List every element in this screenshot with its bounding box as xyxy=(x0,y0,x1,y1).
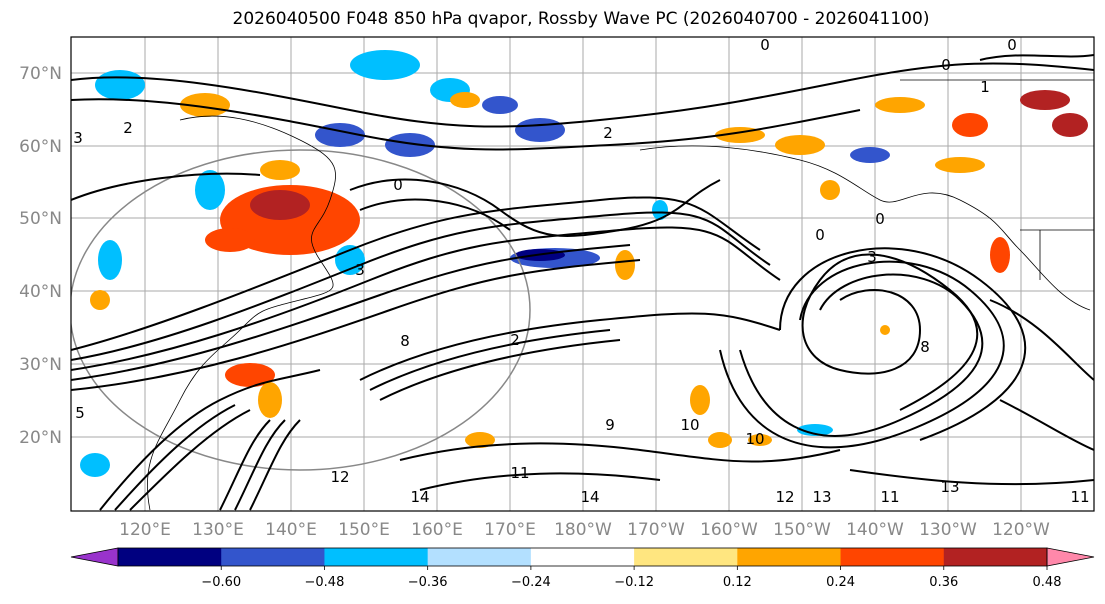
map-title: 2026040500 F048 850 hPa qvapor, Rossby W… xyxy=(232,9,930,29)
reference-circle xyxy=(71,149,531,471)
longitude-label: 130°W xyxy=(919,520,977,540)
longitude-label: 140°E xyxy=(265,520,317,540)
contour-label: 0 xyxy=(941,56,951,74)
latitude-labels: 70°N 60°N 50°N 40°N 30°N 20°N xyxy=(19,64,62,448)
longitude-label: 140°W xyxy=(846,520,904,540)
latitude-label: 70°N xyxy=(19,64,62,84)
contour-label: 1 xyxy=(980,78,990,96)
contour-label: 9 xyxy=(605,416,615,434)
colorbar-tick-label: −0.12 xyxy=(614,575,654,590)
colorbar: −0.60 −0.48 −0.36 −0.24 −0.12 0.12 0.24 0.36 0.4… xyxy=(70,547,1095,590)
contour-label: 8 xyxy=(920,338,930,356)
contour-label: 11 xyxy=(1070,488,1089,506)
contour-label: 13 xyxy=(812,488,831,506)
contour-label: 14 xyxy=(580,488,599,506)
contour-label: 3 xyxy=(73,129,83,147)
contour-label: 5 xyxy=(75,404,85,422)
contour-label: 2 xyxy=(123,119,133,137)
contour-label: 2 xyxy=(603,124,613,142)
map-frame xyxy=(70,36,1095,512)
colorbar-tick-label: 0.12 xyxy=(723,575,752,590)
contour-label: 0 xyxy=(760,36,770,54)
contour-label: 3 xyxy=(867,248,877,266)
longitude-label: 160°W xyxy=(700,520,758,540)
latitude-label: 20°N xyxy=(19,428,62,448)
contour-label: 0 xyxy=(875,210,885,228)
longitude-label: 180°W xyxy=(554,520,612,540)
latitude-label: 50°N xyxy=(19,209,62,229)
longitude-label: 160°E xyxy=(411,520,463,540)
colorbar-border xyxy=(117,547,1048,567)
latitude-label: 60°N xyxy=(19,137,62,157)
contour-label: 8 xyxy=(400,332,410,350)
colorbar-arrow-left xyxy=(70,547,119,567)
longitude-label: 170°W xyxy=(627,520,685,540)
latitude-label: 40°N xyxy=(19,282,62,302)
contour-label: 14 xyxy=(410,488,429,506)
latitude-label: 30°N xyxy=(19,355,62,375)
contour-lines xyxy=(71,54,1094,511)
colorbar-arrow-right xyxy=(1046,547,1095,567)
colorbar-tick-label: 0.24 xyxy=(826,575,855,590)
longitude-label: 150°W xyxy=(773,520,831,540)
contour-label: 12 xyxy=(775,488,794,506)
colorbar-segment xyxy=(943,548,1048,566)
colorbar-tick-label: 0.48 xyxy=(1033,575,1062,590)
colorbar-tick-label: −0.60 xyxy=(201,575,241,590)
contour-label: 12 xyxy=(330,468,349,486)
contour-label: 10 xyxy=(745,430,764,448)
colorbar-tick-label: −0.48 xyxy=(305,575,345,590)
colorbar-segment xyxy=(221,548,325,566)
contour-label: 11 xyxy=(510,464,529,482)
contour-label: 0 xyxy=(1007,36,1017,54)
longitude-label: 130°E xyxy=(192,520,244,540)
colorbar-segment xyxy=(427,548,532,566)
contour-label: 2 xyxy=(510,331,520,349)
longitude-label: 120°W xyxy=(992,520,1050,540)
colorbar-segment xyxy=(118,548,222,566)
colorbar-segment xyxy=(634,548,738,566)
longitude-label: 170°E xyxy=(484,520,536,540)
colorbar-segment xyxy=(737,548,842,566)
coastlines xyxy=(146,79,1094,511)
longitude-label: 150°E xyxy=(338,520,390,540)
colorbar-segment xyxy=(840,548,945,566)
colorbar-tick-label: 0.36 xyxy=(929,575,958,590)
colorbar-tick-label: −0.36 xyxy=(408,575,448,590)
contour-label: 3 xyxy=(355,261,365,279)
contour-label: 10 xyxy=(680,416,699,434)
contour-label: 13 xyxy=(940,478,959,496)
contour-label: 0 xyxy=(393,176,403,194)
colorbar-segment xyxy=(324,548,429,566)
contour-label: 0 xyxy=(815,226,825,244)
longitude-label: 120°E xyxy=(119,520,171,540)
longitude-labels: 120°E 130°E 140°E 150°E 160°E 170°E 180°W 170°W… xyxy=(119,520,1050,540)
contour-label: 11 xyxy=(880,488,899,506)
colorbar-segment xyxy=(530,548,635,566)
colorbar-tick-label: −0.24 xyxy=(511,575,551,590)
